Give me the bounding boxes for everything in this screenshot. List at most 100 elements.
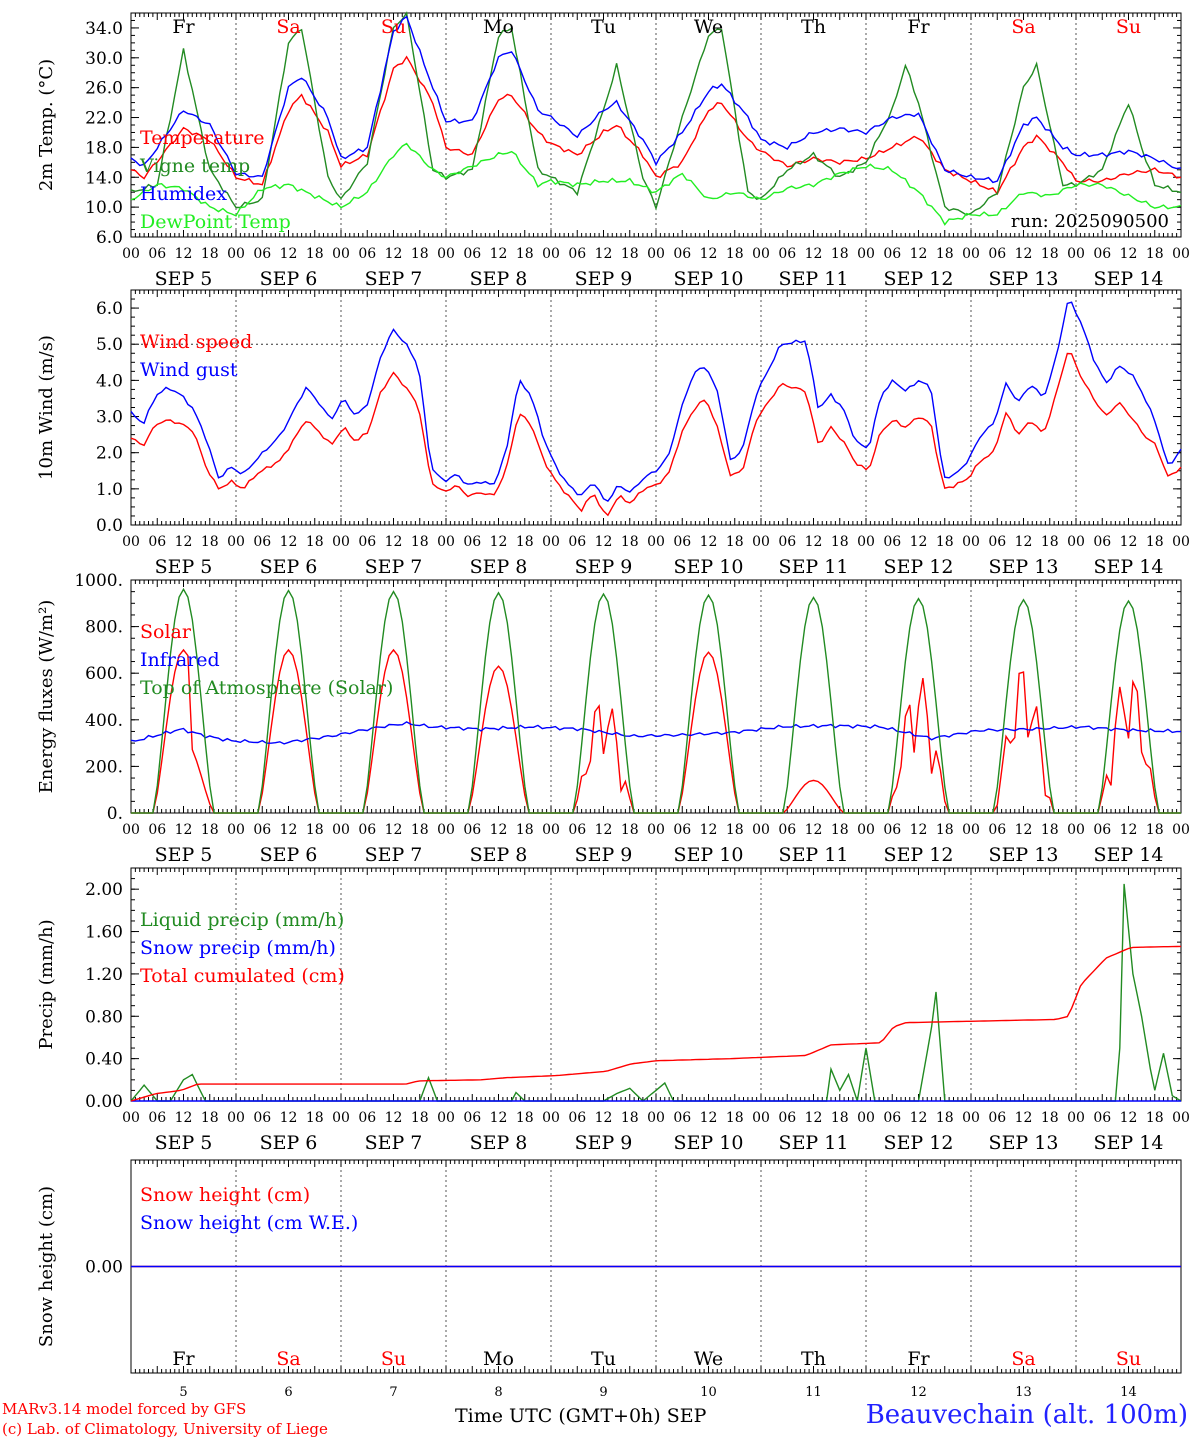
date-label: SEP 14 [1094,556,1164,578]
hour-tick-label: 06 [463,822,481,838]
weekday-label: Tu [591,1348,616,1370]
hour-tick-label: 06 [463,534,481,550]
hour-tick-label: 18 [411,822,429,838]
legend-entry: Humidex [140,183,227,205]
hour-tick-label: 18 [1041,246,1059,262]
hour-tick-label: 00 [752,534,770,550]
date-label: SEP 9 [575,844,633,866]
hour-tick-label: 12 [700,822,718,838]
hour-tick-label: 18 [306,822,324,838]
hour-tick-label: 12 [490,246,508,262]
hour-tick-label: 00 [1172,822,1190,838]
hour-tick-label: 12 [385,246,403,262]
hour-tick-label: 18 [726,822,744,838]
hour-tick-label: 12 [385,822,403,838]
hour-tick-label: 06 [883,1110,901,1126]
hour-tick-label: 12 [280,1110,298,1126]
weekday-label: Mo [483,16,514,38]
date-label: SEP 13 [989,1132,1059,1154]
hour-tick-label: 12 [910,246,928,262]
date-label: SEP 14 [1094,1132,1164,1154]
hour-tick-label: 12 [280,822,298,838]
hour-tick-label: 12 [175,822,193,838]
y-tick-label: 200. [85,757,123,777]
y-tick-label: 2.00 [85,880,123,900]
hour-tick-label: 00 [962,534,980,550]
day-number-label: 7 [389,1385,397,1400]
hour-tick-label: 06 [358,246,376,262]
series-line-dewpoint-temp [130,142,1182,226]
hour-tick-label: 12 [1015,822,1033,838]
hour-tick-label: 00 [752,246,770,262]
station-name: Beauvechain (alt. 100m) [865,1400,1188,1430]
hour-tick-label: 00 [122,246,140,262]
hour-tick-label: 12 [175,534,193,550]
weekday-label: Sa [276,1348,300,1370]
hour-tick-label: 00 [1067,246,1085,262]
weekday-label: Su [1116,1348,1141,1370]
hour-tick-label: 18 [1146,1110,1164,1126]
y-tick-label: 26.0 [85,79,123,99]
y-tick-label: 0.00 [85,1258,123,1278]
hour-tick-label: 06 [778,534,796,550]
hour-tick-label: 06 [673,1110,691,1126]
hour-tick-label: 12 [910,1110,928,1126]
hour-tick-label: 00 [647,1110,665,1126]
date-label: SEP 9 [575,268,633,290]
legend-entry: Solar [140,621,192,643]
hour-tick-label: 18 [411,1110,429,1126]
hour-tick-label: 18 [1041,1110,1059,1126]
day-number-label: 10 [700,1385,717,1400]
hour-tick-label: 18 [831,822,849,838]
legend-entry: Snow height (cm) [140,1184,310,1206]
hour-tick-label: 06 [358,1110,376,1126]
hour-tick-label: 00 [647,246,665,262]
hour-tick-label: 12 [175,1110,193,1126]
hour-tick-label: 12 [1015,534,1033,550]
hour-tick-label: 18 [621,822,639,838]
hour-tick-label: 06 [1093,822,1111,838]
weekday-label: Fr [172,16,195,38]
weekday-label: Th [801,1348,826,1370]
series-line-humidex [130,15,1182,184]
date-label: SEP 13 [989,556,1059,578]
date-label: SEP 7 [365,268,423,290]
hour-tick-label: 18 [831,534,849,550]
day-number-label: 13 [1015,1385,1032,1400]
y-tick-label: 2.0 [96,444,123,464]
legend-entry: Snow height (cm W.E.) [140,1212,358,1234]
hour-tick-label: 06 [568,1110,586,1126]
hour-tick-label: 18 [201,822,219,838]
y-tick-label: 0. [107,804,123,824]
y-tick-label: 6.0 [96,299,123,319]
hour-tick-label: 00 [332,246,350,262]
hour-tick-label: 06 [148,246,166,262]
y-tick-label: 0.00 [85,1092,123,1112]
hour-tick-label: 18 [306,246,324,262]
hour-tick-label: 12 [385,1110,403,1126]
legend-entry: Liquid precip (mm/h) [140,909,344,931]
y-tick-label: 1.20 [85,965,123,985]
y-axis-title: Snow height (cm) [36,1186,57,1347]
hour-tick-label: 18 [936,1110,954,1126]
hour-tick-label: 18 [411,246,429,262]
date-label: SEP 10 [674,556,744,578]
hour-tick-label: 12 [280,246,298,262]
y-axis-title: Energy fluxes (W/m²) [36,600,57,794]
series-line-total-cumulated-cm- [130,945,1182,1102]
day-number-label: 14 [1120,1385,1137,1400]
series-line-infrared [130,721,1181,745]
legend-entry: Wind gust [140,359,238,381]
weekday-label: Mo [483,1348,514,1370]
panel-precip [130,867,1182,1102]
legend-entry: Infrared [140,649,220,671]
hour-tick-label: 12 [175,246,193,262]
hour-tick-label: 18 [1146,246,1164,262]
date-label: SEP 9 [575,1132,633,1154]
day-number-label: 5 [179,1385,187,1400]
hour-tick-label: 00 [1067,822,1085,838]
date-label: SEP 14 [1094,268,1164,290]
hour-tick-label: 06 [673,822,691,838]
hour-tick-label: 06 [988,534,1006,550]
date-label: SEP 11 [779,1132,849,1154]
